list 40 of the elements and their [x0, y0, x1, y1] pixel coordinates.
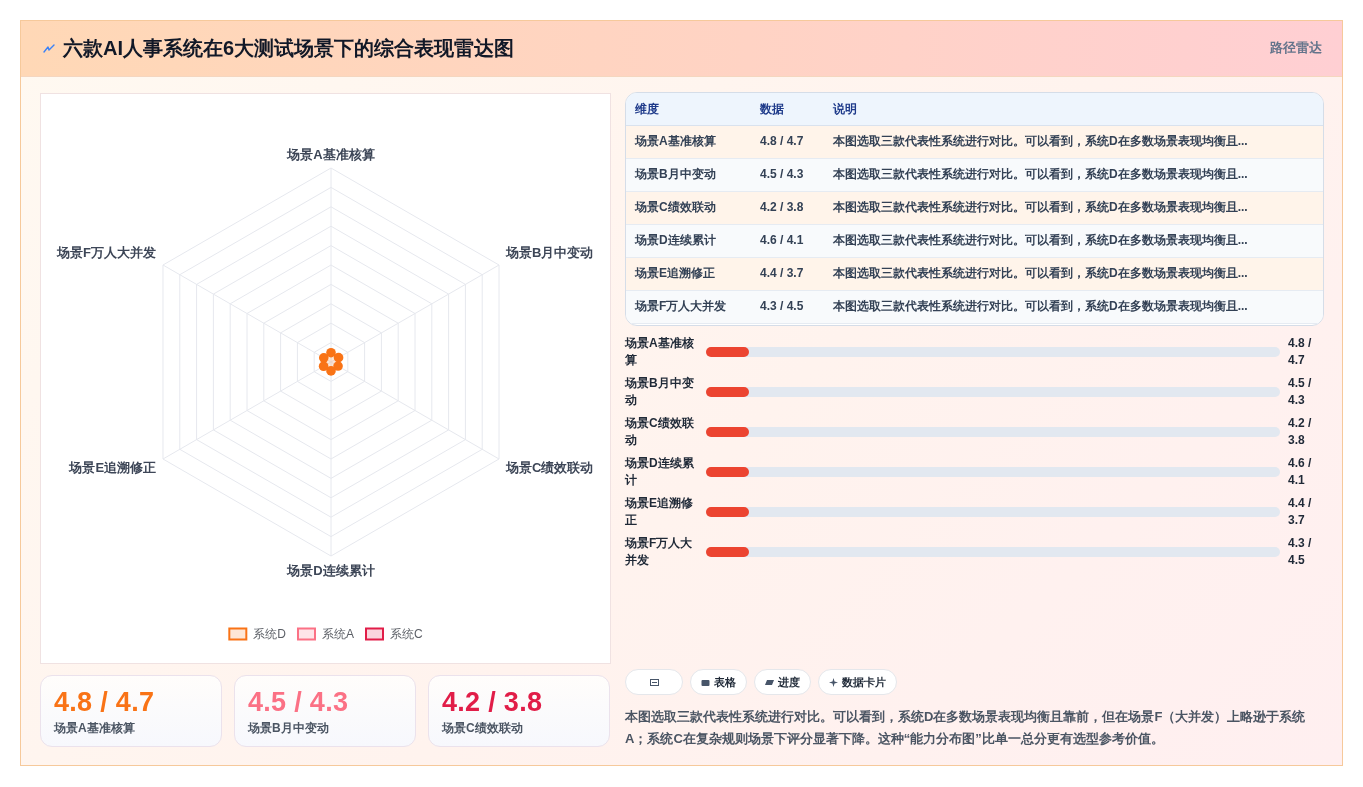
- category-label: 场景C绩效联动: [625, 415, 695, 449]
- category-label: 进度: [778, 674, 800, 690]
- panel-card: 4.8 / 4.7 场景A基准核算: [40, 675, 222, 747]
- category-label: 维度: [635, 101, 659, 118]
- category-label: 场景D连续累计: [625, 455, 695, 489]
- text: 4.6 / 4.1: [1288, 456, 1312, 487]
- category-label: 数据卡片: [842, 674, 886, 690]
- legend-label: 系统C: [390, 627, 424, 641]
- spoke-label: 场景F万人大并发: [56, 244, 157, 260]
- category-label: 说明: [833, 101, 857, 118]
- category-label: 场景B月中变动: [625, 375, 695, 409]
- category-label: 场景A基准核算: [625, 335, 695, 369]
- panel-header: 六款AI人事系统在6大测试场景下的综合表现雷达图 路径雷达: [21, 21, 1342, 77]
- category-label: 场景C绩效联动: [442, 720, 523, 736]
- legend-label: 系统A: [321, 627, 355, 641]
- text: 本图选取三款代表性系统进行对比。可以看到，系统D在多数场景表现均衡且靠前，但在场景F（大并发）上略逊于系统A；系统C在复杂规则场景下评分显著下降。这种“能力分布图”比单一总分更有选型参考价值。: [625, 708, 1307, 748]
- category-label: 表格: [714, 674, 736, 690]
- panel-table: 维度 数据 说明 场景A基准核算 4.8 / 4.7 本图选取三款代表性系统进行对比。可以看到，系统D在多数场景表现均衡且... 场景B月中变动 4.5 / 4.3 本图选取三款代表性系统进行对比。可以看到，系统D在多数场景表现均衡且... 场景C绩效联动 4.2 / 3.8 本图选取三款代表性系统进行对比。可以看到，系统D在多数场景表现均衡且... 场景D连续累计 4.6 / 4.1 本图选取三款代表性系统进行对比。可以看到，系统D在多数场景表现均衡且... 场景E追溯修正 4.4 / 3.7 本图选取三款代表性系统进行对比。可以看到，系统D在多数场景表现均衡且... 场景F万人大并发 4.3 / 4.5 本图选取三款代表性系统进行对比。可以看到，系统D在多数场景表现均衡且...: [625, 92, 1324, 326]
- text: 4.8 / 4.7: [1288, 336, 1312, 367]
- panel-card: 4.2 / 3.8 场景C绩效联动: [428, 675, 610, 747]
- panel-card: 4.5 / 4.3 场景B月中变动: [234, 675, 416, 747]
- button: 数据卡片: [818, 669, 897, 695]
- category-label: 场景F万人大并发: [625, 535, 694, 569]
- text: 4.5 / 4.3: [1288, 376, 1312, 407]
- category-label: 场景A基准核算: [54, 720, 135, 736]
- category-label: 数据: [760, 101, 784, 118]
- category-label: 场景B月中变动: [248, 720, 329, 736]
- button: 进度: [754, 669, 811, 695]
- category-label: 场景E追溯修正: [625, 495, 694, 529]
- legend-label: 系统D: [253, 627, 287, 641]
- text: 4.4 / 3.7: [1288, 496, 1312, 527]
- spoke-label: 场景B月中变动: [504, 244, 594, 260]
- chart-title: 六款AI人事系统在6大测试场景下的综合表现雷达图: [63, 36, 515, 61]
- text: 4.3 / 4.5: [1288, 536, 1312, 567]
- text: 4.2 / 3.8: [1288, 416, 1312, 447]
- spoke-label: 场景A基准核算: [286, 146, 375, 162]
- spoke-label: 场景D连续累计: [286, 562, 375, 578]
- spoke-label: 场景C绩效联动: [504, 459, 594, 475]
- button: 表格: [690, 669, 747, 695]
- spoke-label: 场景E追溯修正: [68, 459, 157, 475]
